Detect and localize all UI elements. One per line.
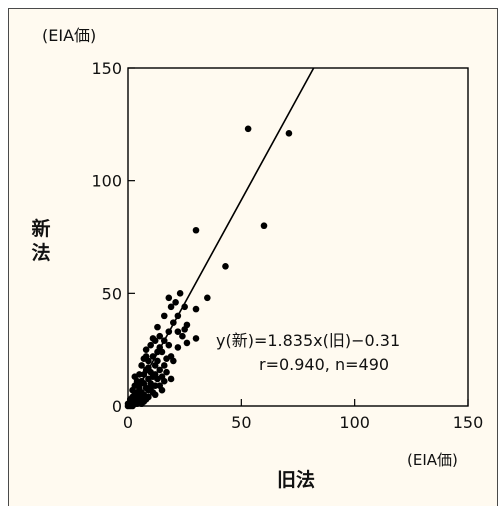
data-point xyxy=(192,226,200,234)
chart-panel: (EIA価) (EIA価) 旧法 新法 0 50 100 150 0 50 100 150 y… xyxy=(8,8,498,506)
data-point xyxy=(131,373,139,381)
data-point xyxy=(156,366,164,374)
data-point xyxy=(160,312,168,320)
data-point xyxy=(176,290,184,297)
y-unit-label: (EIA価) xyxy=(42,26,96,45)
y-tick-label: 150 xyxy=(91,59,122,78)
data-point xyxy=(163,355,170,362)
data-point xyxy=(222,262,229,270)
x-tick-label: 150 xyxy=(453,413,484,432)
data-point xyxy=(260,222,268,230)
correlation-stats: r=0.940, n=490 xyxy=(259,355,389,374)
y-tick-label: 0 xyxy=(112,397,122,416)
x-unit-label: (EIA価) xyxy=(407,451,458,469)
data-point xyxy=(151,391,159,399)
data-point xyxy=(165,341,173,349)
data-point xyxy=(285,130,293,137)
x-axis-title: 旧法 xyxy=(277,468,315,491)
data-point xyxy=(204,294,211,302)
x-tick-label: 0 xyxy=(123,413,133,432)
data-point xyxy=(192,335,200,342)
data-point xyxy=(167,375,175,383)
y-axis-title-char: 法 xyxy=(31,241,50,264)
data-point xyxy=(170,357,177,365)
data-point xyxy=(138,362,145,369)
y-tick-label: 100 xyxy=(91,172,122,191)
data-point xyxy=(149,335,157,342)
data-point xyxy=(244,125,252,133)
data-point xyxy=(183,339,191,347)
data-point xyxy=(156,332,164,340)
regression-line xyxy=(127,67,315,407)
data-point xyxy=(142,353,150,360)
data-point xyxy=(151,371,159,378)
data-point xyxy=(163,368,170,376)
data-point xyxy=(160,362,168,369)
data-point xyxy=(142,346,150,353)
data-point xyxy=(138,400,145,408)
data-point xyxy=(167,303,175,311)
plot-frame xyxy=(127,67,469,407)
y-tick-label: 50 xyxy=(102,284,122,303)
data-point xyxy=(151,362,159,369)
x-tick-label: 50 xyxy=(231,413,251,432)
x-tick-label: 100 xyxy=(339,413,370,432)
data-point xyxy=(147,341,154,349)
data-point xyxy=(174,344,182,351)
data-point xyxy=(165,294,173,302)
data-point xyxy=(181,326,188,333)
data-point xyxy=(174,328,182,335)
y-axis-title-char: 新 xyxy=(31,217,50,240)
data-point xyxy=(192,305,200,313)
data-point xyxy=(172,299,179,306)
data-point xyxy=(160,377,168,385)
axis-ticks: 0 50 100 150 0 50 100 150 xyxy=(91,59,483,432)
data-point xyxy=(147,384,154,392)
y-axis-title: 新法 xyxy=(31,217,50,264)
scatter-chart: (EIA価) (EIA価) 旧法 新法 0 50 100 150 0 50 100 150 y… xyxy=(31,26,483,491)
regression-equation: y(新)=1.835x(旧)−0.31 xyxy=(216,331,400,350)
data-point xyxy=(154,323,161,331)
data-point xyxy=(179,332,186,340)
data-point xyxy=(158,386,166,394)
